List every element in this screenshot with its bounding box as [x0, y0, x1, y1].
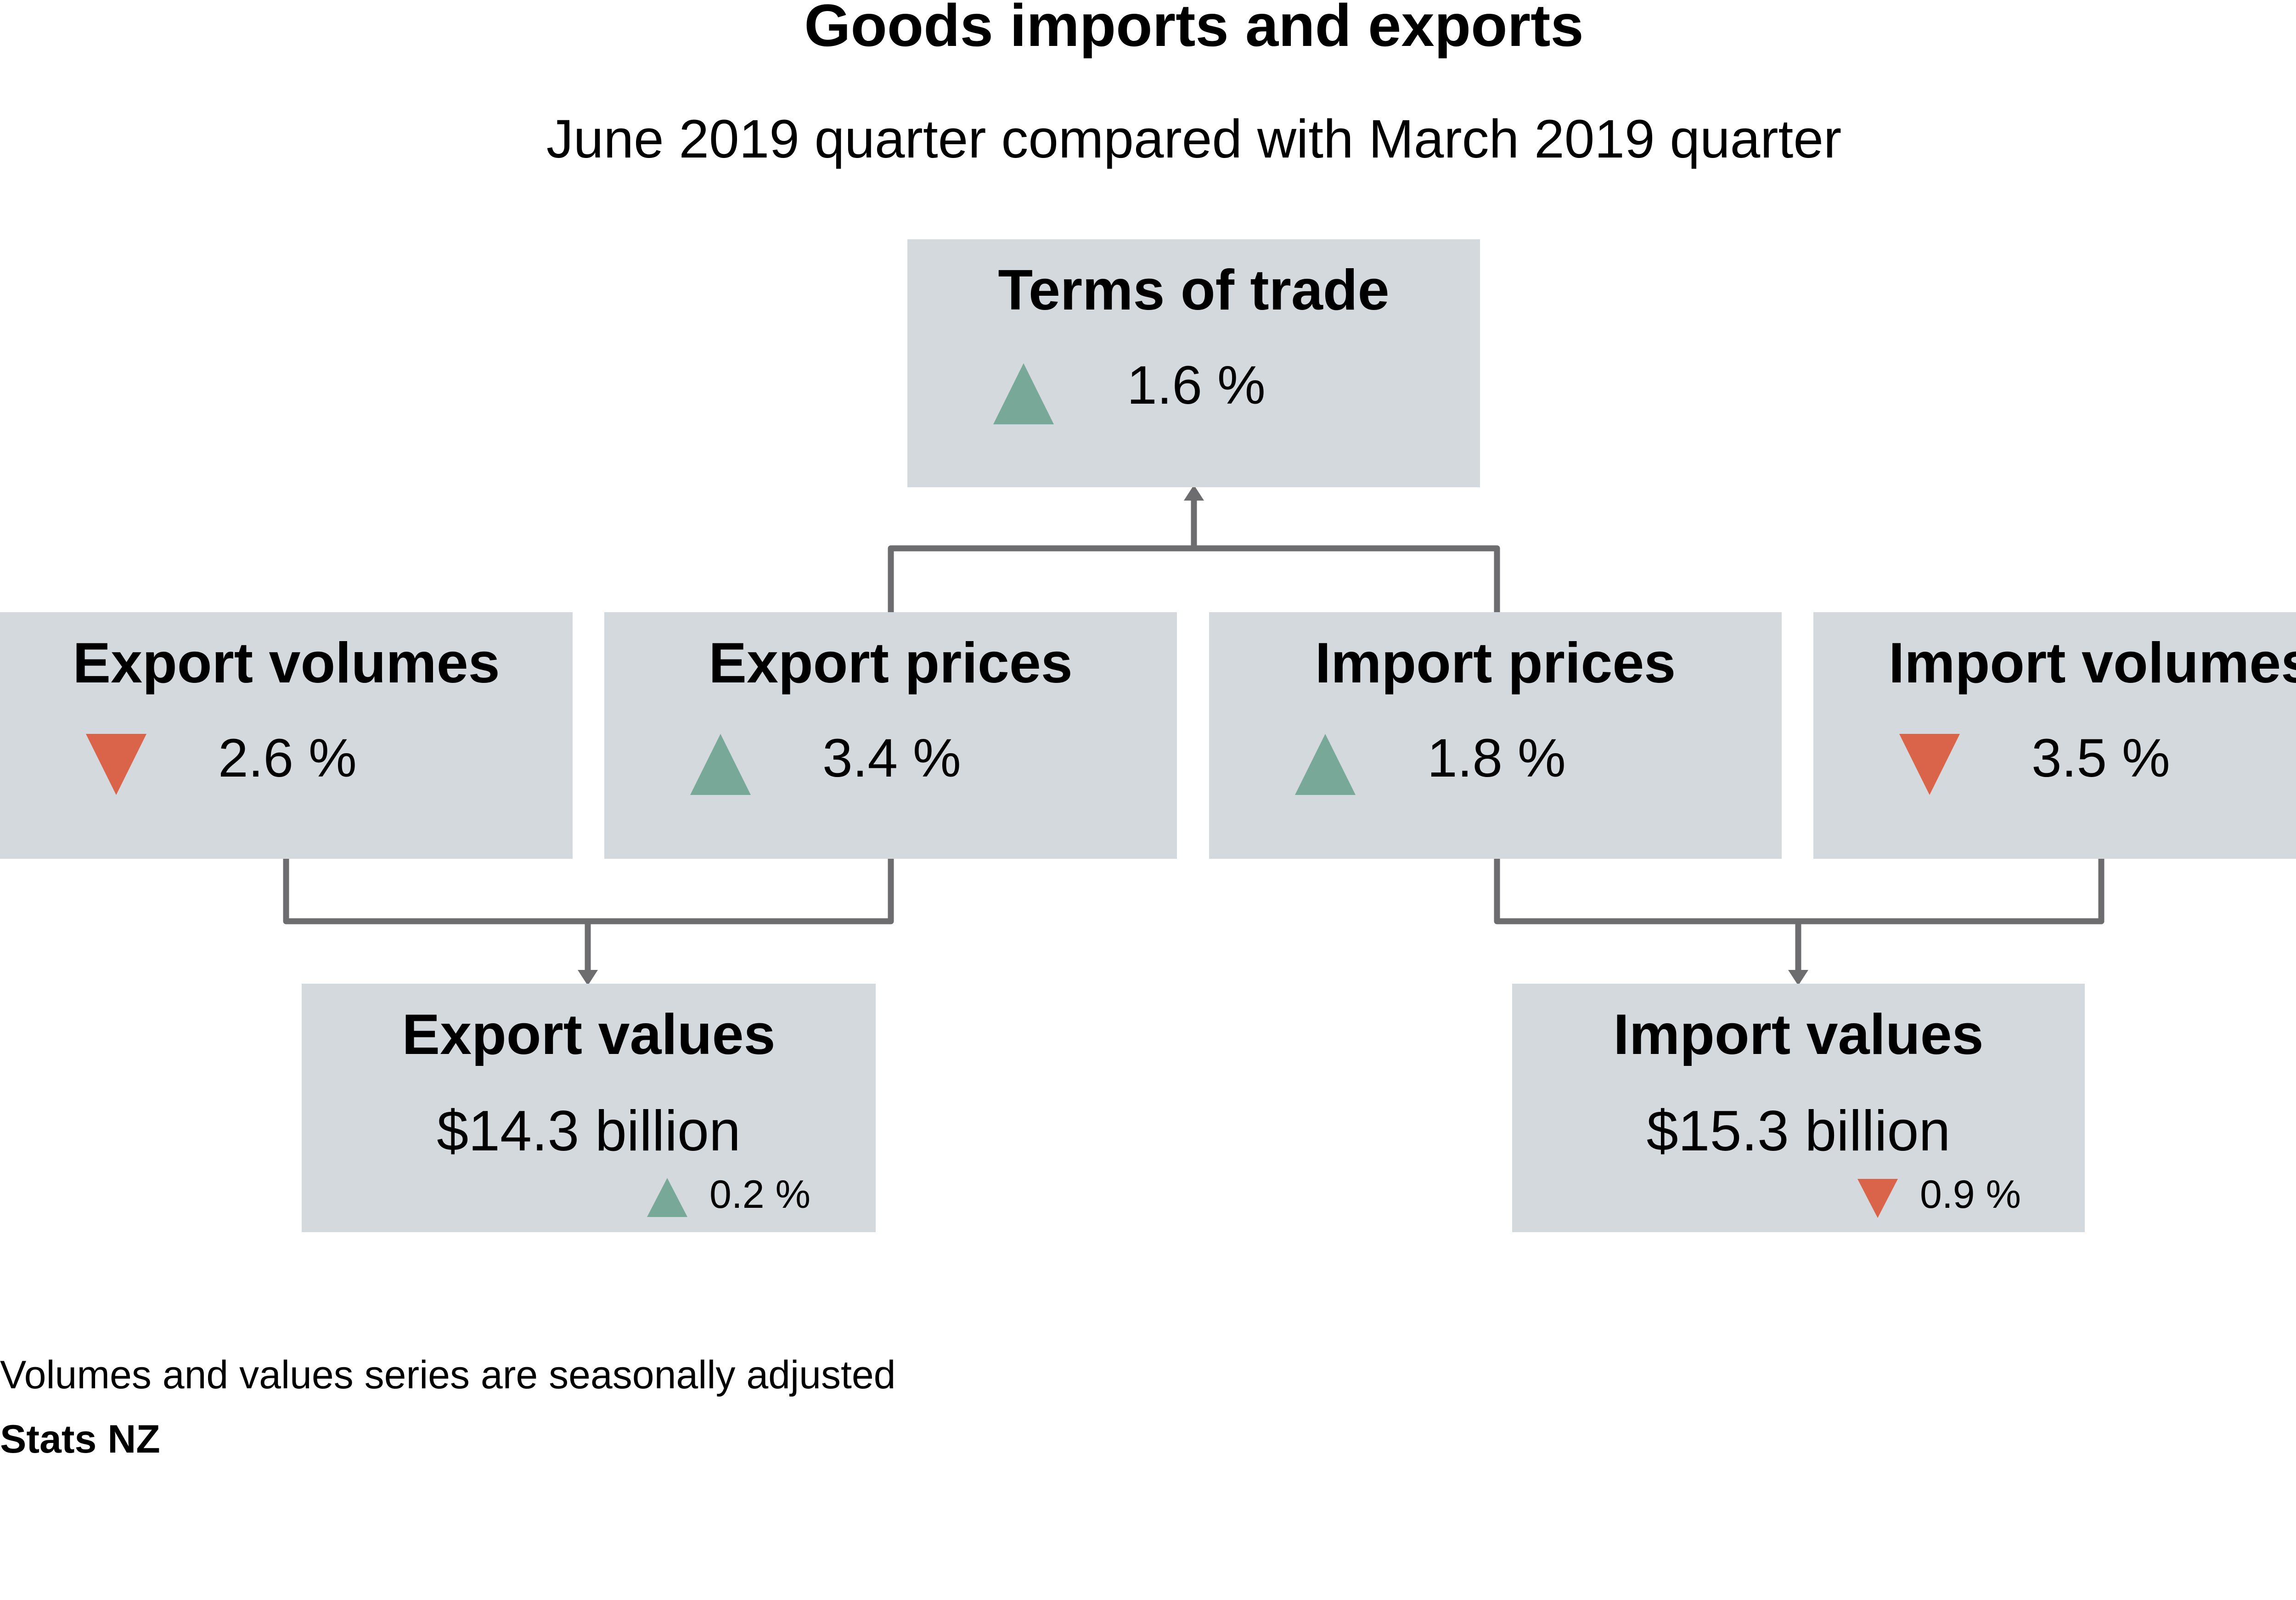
diagram-subtitle: June 2019 quarter compared with March 20…: [546, 109, 1842, 169]
change-value: 1.6 %: [1127, 355, 1266, 416]
box-label: Export values: [402, 1003, 776, 1066]
export-volumes-box: Export volumes 2.6 %: [0, 612, 573, 859]
down-triangle-icon: [1857, 1179, 1898, 1218]
up-triangle-icon: [1295, 734, 1356, 795]
change-value: 0.9 %: [1920, 1172, 2021, 1217]
amount-value: $14.3 billion: [437, 1099, 741, 1163]
change-value: 1.8 %: [1427, 728, 1566, 789]
arrowhead-up-icon: [1184, 485, 1204, 501]
arrowhead-down-icon: [578, 970, 598, 986]
change-value: 2.6 %: [218, 728, 357, 789]
box-label: Export prices: [709, 631, 1073, 695]
import-prices-box: Import prices 1.8 %: [1209, 612, 1782, 859]
box-label: Export volumes: [73, 631, 500, 695]
down-triangle-icon: [86, 734, 146, 795]
change-value: 3.5 %: [2032, 728, 2170, 789]
footnote: Volumes and values series are seasonally…: [0, 1353, 896, 1397]
amount-value: $15.3 billion: [1646, 1099, 1951, 1163]
source-label: Stats NZ: [0, 1417, 160, 1461]
export-values-box: Export values $14.3 billion 0.2 %: [302, 984, 876, 1232]
box-label: Import values: [1613, 1003, 1984, 1066]
terms-of-trade-box: Terms of trade 1.6 %: [907, 239, 1480, 487]
export-prices-box: Export prices 3.4 %: [604, 612, 1177, 859]
box-label: Import volumes: [1888, 631, 2296, 695]
import-volumes-box: Import volumes 3.5 %: [1813, 612, 2296, 859]
connector-prices-to-terms: [888, 545, 1500, 612]
diagram-title: Goods imports and exports: [804, 0, 1584, 59]
up-triangle-icon: [690, 734, 751, 795]
up-triangle-icon: [993, 363, 1054, 424]
import-values-box: Import values $15.3 billion 0.9 %: [1512, 984, 2085, 1232]
change-value: 3.4 %: [822, 728, 961, 789]
arrowhead-down-icon: [1788, 970, 1808, 986]
box-label: Import prices: [1315, 631, 1676, 695]
box-label: Terms of trade: [998, 259, 1390, 322]
connector-imports-to-values: [1494, 859, 2105, 924]
change-value: 0.2 %: [709, 1172, 810, 1217]
connector-exports-to-values: [283, 859, 894, 924]
down-triangle-icon: [1899, 734, 1960, 795]
up-triangle-icon: [647, 1178, 687, 1217]
